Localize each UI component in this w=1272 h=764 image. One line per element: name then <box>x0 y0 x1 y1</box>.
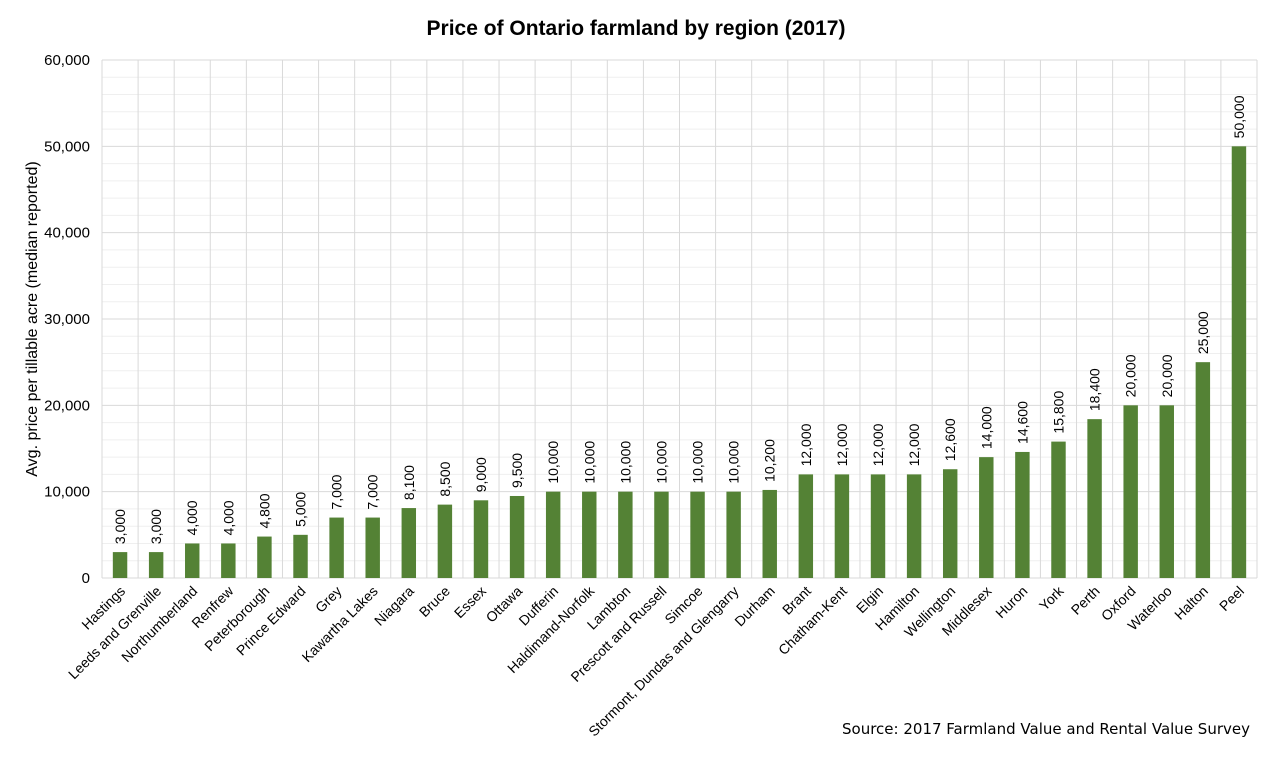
data-label: 14,000 <box>978 406 994 449</box>
data-label: 9,000 <box>473 457 489 492</box>
data-label: 8,500 <box>437 461 453 496</box>
bar <box>1159 405 1174 578</box>
data-label: 20,000 <box>1159 354 1175 397</box>
data-label: 4,000 <box>184 500 200 535</box>
data-label: 7,000 <box>365 474 381 509</box>
x-tick-label: Huron <box>992 583 1030 621</box>
chart-title: Price of Ontario farmland by region (201… <box>427 17 846 40</box>
bar <box>1015 451 1030 578</box>
data-label: 25,000 <box>1195 311 1211 354</box>
bar <box>906 474 922 578</box>
bar <box>582 491 597 578</box>
x-tick-label: York <box>1036 582 1067 613</box>
data-label: 12,000 <box>906 423 922 466</box>
data-label: 50,000 <box>1231 95 1247 138</box>
data-label: 10,000 <box>726 441 742 484</box>
bar <box>148 552 164 578</box>
x-tick-label: Grey <box>312 583 345 616</box>
x-tick-label: Durham <box>731 583 778 630</box>
bar <box>509 495 525 578</box>
bar <box>834 474 850 578</box>
y-tick-label: 50,000 <box>44 138 90 155</box>
data-label: 15,800 <box>1050 391 1066 434</box>
data-label: 20,000 <box>1123 354 1139 397</box>
data-label: 12,000 <box>798 423 814 466</box>
bar <box>1087 419 1102 578</box>
bar <box>942 469 958 578</box>
bar <box>185 543 200 578</box>
data-label: 3,000 <box>112 509 128 544</box>
bar <box>618 491 633 578</box>
data-label: 12,600 <box>942 418 958 461</box>
y-tick-label: 30,000 <box>44 311 90 328</box>
bar <box>1231 146 1247 579</box>
bar <box>293 534 308 578</box>
bar <box>762 489 777 578</box>
data-label: 4,800 <box>256 493 272 528</box>
x-tick-label: Bruce <box>416 583 453 620</box>
bar <box>870 474 886 578</box>
bar <box>401 508 417 578</box>
bar <box>473 500 489 578</box>
bar <box>690 491 705 578</box>
bar <box>726 491 741 578</box>
data-label: 18,400 <box>1087 368 1103 411</box>
data-label: 5,000 <box>293 492 309 527</box>
bar <box>1051 441 1066 578</box>
data-label: 10,000 <box>653 441 669 484</box>
y-tick-label: 60,000 <box>44 52 90 69</box>
data-label: 8,100 <box>401 465 417 500</box>
y-tick-label: 20,000 <box>44 397 90 414</box>
y-tick-label: 10,000 <box>44 484 90 501</box>
bar <box>365 517 380 578</box>
data-label: 10,000 <box>581 441 597 484</box>
data-label: 9,500 <box>509 453 525 488</box>
data-label: 12,000 <box>834 423 850 466</box>
x-tick-label: Elgin <box>853 583 886 616</box>
y-tick-label: 0 <box>82 570 90 587</box>
x-tick-label: Peel <box>1216 583 1247 614</box>
bar <box>221 543 236 578</box>
bar <box>979 457 994 578</box>
data-label: 4,000 <box>220 500 236 535</box>
x-tick-label: Niagara <box>371 583 417 629</box>
bar <box>545 491 561 578</box>
data-label: 14,600 <box>1014 401 1030 444</box>
bar <box>798 474 814 578</box>
y-tick-label: 40,000 <box>44 225 90 242</box>
data-label: 10,200 <box>762 439 778 482</box>
bar <box>654 491 669 578</box>
bar <box>257 536 272 578</box>
data-label: 10,000 <box>617 441 633 484</box>
bar <box>112 552 128 578</box>
bar <box>437 504 453 578</box>
y-axis-label: Avg. price per tillable acre (median rep… <box>24 161 41 476</box>
x-tick-label: Halton <box>1171 583 1211 623</box>
bar <box>1195 362 1211 578</box>
source-note: Source: 2017 Farmland Value and Rental V… <box>842 720 1250 738</box>
bar <box>329 517 344 578</box>
data-label: 10,000 <box>690 441 706 484</box>
data-label: 7,000 <box>329 474 345 509</box>
bar <box>1123 405 1138 578</box>
data-label: 10,000 <box>545 441 561 484</box>
data-label: 12,000 <box>870 423 886 466</box>
data-label: 3,000 <box>148 509 164 544</box>
